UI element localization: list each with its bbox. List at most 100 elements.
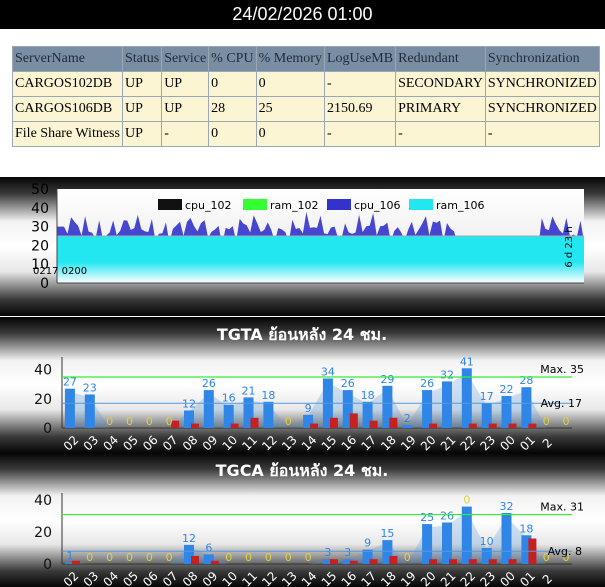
avg-label: Avg. 8	[548, 545, 582, 558]
bar-value-label: 0	[106, 551, 113, 564]
legend-swatch	[327, 199, 351, 210]
table-cell: UP	[121, 121, 163, 147]
table-body: CARGOS102DB UP UP 0 0- SECONDARY SYNCHRONIZED C…	[12, 71, 600, 147]
bar-value-label: 18	[519, 522, 533, 535]
table-cell: -	[484, 121, 600, 147]
bar	[402, 425, 413, 428]
y-tick-label: 20	[31, 238, 49, 254]
table-row: File Share Witness UP -0 0- - -	[12, 121, 600, 147]
secondary-bar	[230, 423, 239, 428]
bar-value-label: 21	[242, 384, 256, 397]
legend-label: cpu_106	[354, 199, 401, 212]
bar	[442, 381, 452, 428]
secondary-bar	[171, 420, 180, 428]
secondary-bar	[488, 559, 497, 564]
y-tick-label: 20	[34, 392, 52, 408]
bar-value-label: 26	[341, 377, 355, 390]
bar-value-label: 12	[182, 532, 196, 545]
secondary-bar	[508, 423, 517, 428]
y-tick-label: 0	[43, 557, 52, 573]
bar	[342, 390, 353, 428]
bar	[243, 397, 254, 428]
bar	[521, 387, 532, 428]
max-label: Max. 35	[540, 363, 584, 376]
bar	[521, 535, 532, 564]
server-status-table: ServerName Status Service% CPU% Memory LogU…	[12, 46, 600, 147]
column-header: % Memory	[255, 46, 325, 72]
bar-value-label: 0	[543, 551, 550, 564]
bar-value-label: 2	[404, 412, 411, 425]
bar	[184, 544, 194, 564]
bar-value-label: 32	[500, 500, 514, 513]
table-cell: UP	[121, 71, 163, 97]
table-cell: SYNCHRONIZED	[484, 96, 600, 122]
table-cell: File Share Witness	[12, 121, 123, 147]
column-header: % CPU	[208, 46, 257, 72]
chart-title: TGTA ย้อนหลัง 24 ชม.	[217, 325, 387, 344]
secondary-bar	[468, 559, 477, 564]
secondary-bar	[191, 423, 199, 428]
bar-value-label: 41	[460, 355, 474, 368]
bar-value-label: 15	[380, 527, 394, 540]
table-cell: 0	[208, 71, 257, 97]
table-cell: SECONDARY	[395, 71, 486, 97]
y-tick-label: 50	[31, 182, 49, 198]
table-cell: CARGOS106DB	[12, 96, 123, 122]
column-header: Status	[121, 46, 163, 72]
legend-label: cpu_102	[185, 199, 232, 212]
bar-value-label: 23	[83, 382, 97, 395]
y-tick-label: 0	[43, 421, 52, 437]
column-header: Service	[161, 46, 210, 72]
secondary-bar	[329, 417, 338, 428]
performance-chart: 0 10 20 30 40 50 cpu_102 ram_102 cpu_106 ram_106 0…	[0, 177, 605, 316]
secondary-bar	[210, 560, 219, 564]
bar	[501, 396, 512, 428]
chart-title: TGCA ย้อนหลัง 24 ชม.	[216, 461, 389, 480]
bar-value-label: 0	[285, 551, 292, 564]
bar	[461, 506, 472, 564]
panel-background	[0, 317, 605, 453]
bar-value-label: 34	[321, 365, 335, 378]
table-row: CARGOS102DB UP UP 0 0- SECONDARY SYNCHRONIZED	[12, 71, 600, 97]
bar	[442, 522, 452, 564]
bar-value-label: 32	[440, 368, 454, 381]
bar-value-label: 0	[106, 415, 113, 428]
bar	[422, 524, 433, 564]
legend-swatch	[158, 199, 182, 210]
secondary-bar	[389, 556, 398, 564]
bar-value-label: 0	[543, 415, 550, 428]
bar-value-label: 10	[480, 535, 494, 548]
bar-value-label: 26	[202, 377, 216, 390]
bar	[184, 410, 194, 428]
secondary-bar	[429, 559, 438, 564]
bar-value-label: 27	[63, 376, 77, 389]
bar-value-label: 0	[166, 415, 173, 428]
page-header: 24/02/2026 01:00	[0, 0, 605, 29]
bar	[64, 562, 75, 564]
bar	[362, 549, 373, 564]
secondary-bar	[508, 559, 517, 564]
legend-item-cpu-102: cpu_102	[158, 199, 232, 212]
bar-value-label: 3	[344, 546, 351, 559]
secondary-bar	[191, 556, 199, 564]
bar-value-label: 0	[166, 551, 173, 564]
bar-value-label: 25	[420, 511, 434, 524]
table-cell: UP	[161, 96, 210, 122]
avg-label: Avg. 17	[541, 397, 582, 410]
column-header: LogUseMB	[323, 46, 397, 72]
table-cell: 2150.69	[323, 96, 397, 122]
bar-value-label: 0	[126, 551, 133, 564]
bar-value-label: 0	[285, 415, 292, 428]
bar	[501, 513, 512, 564]
y-tick-label: 40	[34, 493, 52, 509]
bar-value-label: 0	[404, 551, 411, 564]
legend-label: ram_106	[436, 199, 484, 212]
secondary-bar	[468, 423, 477, 428]
bar-value-label: 0	[265, 551, 272, 564]
secondary-bar	[429, 423, 438, 428]
bar-value-label: 0	[126, 415, 133, 428]
bar-value-label: 3	[324, 546, 331, 559]
bar	[481, 548, 492, 564]
